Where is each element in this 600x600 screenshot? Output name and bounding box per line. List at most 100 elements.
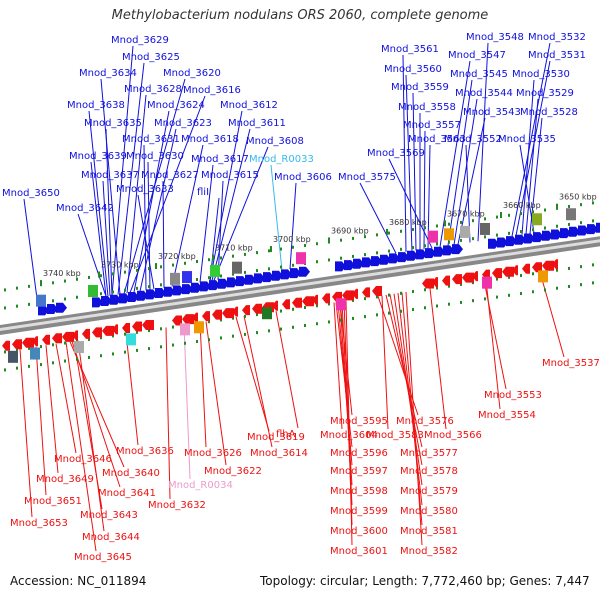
gene-label: Mnod_3612 bbox=[220, 100, 278, 111]
tick-mark bbox=[500, 212, 502, 218]
scale-dot bbox=[472, 237, 474, 241]
feature-box bbox=[262, 307, 272, 320]
gene-label: Mnod_3578 bbox=[400, 466, 458, 477]
leader-line bbox=[205, 321, 227, 466]
gene-label: Mnod_3615 bbox=[201, 170, 259, 181]
forward-gene bbox=[245, 274, 256, 285]
forward-gene bbox=[173, 285, 184, 296]
scale-dot bbox=[16, 348, 18, 352]
scale-dot bbox=[136, 330, 138, 334]
reverse-gene bbox=[532, 262, 542, 273]
scale-dot bbox=[220, 318, 222, 322]
scale-dot bbox=[244, 332, 246, 336]
scale-dot bbox=[508, 213, 510, 217]
forward-gene bbox=[182, 284, 193, 295]
feature-box bbox=[126, 333, 136, 346]
forward-gene bbox=[434, 246, 445, 257]
tick-mark bbox=[328, 237, 330, 244]
forward-gene bbox=[506, 236, 517, 247]
scale-dot bbox=[244, 270, 246, 274]
forward-gene bbox=[371, 256, 382, 267]
scale-dot bbox=[496, 233, 498, 237]
forward-gene bbox=[560, 228, 571, 239]
scale-dot bbox=[400, 229, 402, 233]
reverse-gene bbox=[342, 290, 354, 301]
gene-label: Mnod_3577 bbox=[400, 448, 458, 459]
reverse-gene bbox=[52, 333, 62, 344]
leader-line bbox=[171, 144, 204, 287]
scale-dot bbox=[16, 286, 18, 290]
reverse-gene bbox=[432, 277, 438, 288]
leader-line bbox=[333, 302, 343, 430]
leader-line bbox=[402, 54, 407, 252]
gene-label: Mnod_3626 bbox=[184, 448, 242, 459]
scale-dot bbox=[160, 327, 162, 331]
scale-dot bbox=[424, 306, 426, 310]
gene-label: Mnod_3548 bbox=[466, 32, 524, 43]
scale-dot bbox=[88, 337, 90, 341]
leader-line bbox=[77, 340, 105, 532]
feature-box bbox=[296, 252, 306, 265]
leader-line bbox=[217, 180, 224, 280]
gene-label: Mnod_3608 bbox=[246, 136, 304, 147]
feature-box bbox=[482, 276, 492, 289]
gene-label: Mnod_3543 bbox=[463, 107, 521, 118]
diagram-title: Methylobacterium nodulans ORS 2060, comp… bbox=[111, 8, 489, 23]
gene-features bbox=[2, 208, 600, 363]
scale-dot bbox=[280, 265, 282, 269]
reverse-gene bbox=[512, 265, 518, 276]
feature-box bbox=[428, 230, 438, 243]
scale-dot bbox=[208, 276, 210, 280]
forward-gene bbox=[551, 229, 562, 240]
feature-box bbox=[566, 208, 576, 221]
leader-line bbox=[405, 74, 413, 252]
scale-dot bbox=[52, 343, 54, 347]
tick-label: 3720 kbp bbox=[158, 252, 196, 261]
scale-dot bbox=[292, 307, 294, 311]
reverse-gene bbox=[372, 285, 382, 296]
scale-dot bbox=[364, 297, 366, 301]
scale-dot bbox=[520, 230, 522, 234]
forward-gene bbox=[443, 245, 454, 256]
leader-line bbox=[199, 164, 214, 283]
forward-gene bbox=[335, 261, 346, 272]
leader-line bbox=[183, 324, 191, 480]
gene-label: Mnod_3579 bbox=[400, 486, 458, 497]
forward-gene bbox=[92, 297, 103, 308]
scale-dot bbox=[124, 332, 126, 336]
scale-dot bbox=[508, 275, 510, 279]
scale-dot bbox=[520, 212, 522, 216]
feature-box bbox=[232, 261, 242, 274]
forward-gene bbox=[344, 260, 355, 271]
scale-dot bbox=[40, 345, 42, 349]
scale-line-bottom bbox=[4, 281, 594, 372]
gene-label: Mnod_3561 bbox=[381, 44, 439, 55]
scale-dot bbox=[400, 291, 402, 295]
tick-mark bbox=[98, 271, 100, 278]
reverse-gene bbox=[282, 299, 290, 310]
leader-line bbox=[235, 316, 270, 432]
leader-line bbox=[270, 164, 283, 271]
gene-label: Mnod_3569 bbox=[367, 148, 425, 159]
leader-line bbox=[90, 161, 107, 297]
feature-box bbox=[336, 298, 346, 311]
scale-dot bbox=[448, 240, 450, 244]
scale-dot bbox=[484, 217, 486, 221]
scale-dot bbox=[208, 258, 210, 262]
scale-dot bbox=[88, 355, 90, 359]
scale-dot bbox=[76, 357, 78, 361]
scale-dot bbox=[460, 300, 462, 304]
forward-gene bbox=[488, 238, 499, 249]
leader-line bbox=[71, 341, 121, 488]
reverse-gene bbox=[202, 311, 210, 322]
forward-gene bbox=[200, 281, 211, 292]
forward-gene bbox=[569, 226, 580, 237]
scale-dot bbox=[28, 302, 30, 306]
gene-label: Mnod_3623 bbox=[154, 118, 212, 129]
scale-dot bbox=[28, 284, 30, 288]
scale-dot bbox=[580, 203, 582, 207]
scale-dot bbox=[364, 235, 366, 239]
feature-box bbox=[480, 222, 490, 235]
gene-label: Mnod_3653 bbox=[10, 518, 68, 529]
scale-dot bbox=[256, 331, 258, 335]
